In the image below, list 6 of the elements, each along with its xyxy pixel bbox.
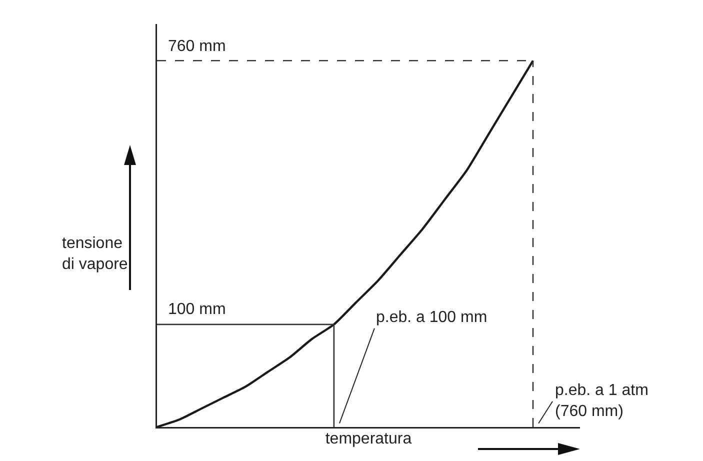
annotation: p.eb. a 100 mm xyxy=(376,309,488,326)
x-axis-title: temperatura xyxy=(325,430,412,448)
ref-line-label: 100 mm xyxy=(168,301,226,318)
text: p.eb. a 1 atm (760 mm) xyxy=(555,382,648,420)
ref-line-label: 760 mm xyxy=(168,38,226,55)
y-axis-title: tensione di vapore xyxy=(62,235,128,273)
